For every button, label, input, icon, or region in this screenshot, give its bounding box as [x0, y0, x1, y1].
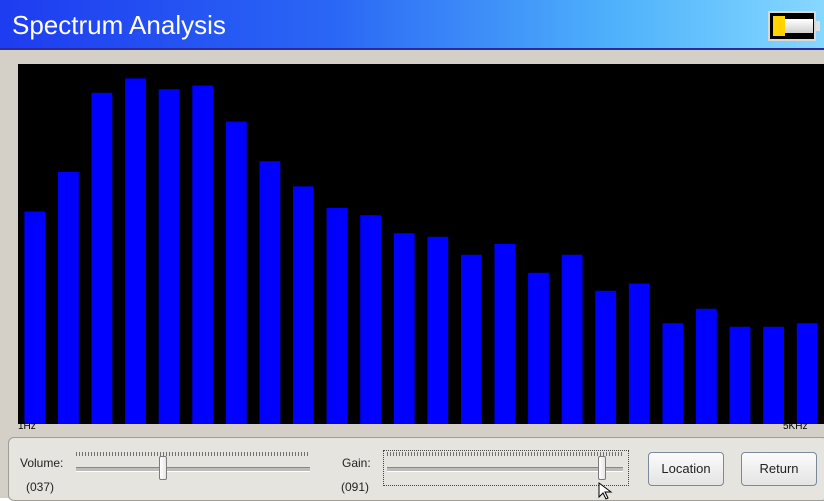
spectrum-bar-15 — [494, 244, 516, 424]
gain-slider[interactable] — [387, 452, 623, 482]
spectrum-bar-21 — [696, 308, 717, 424]
battery-cap — [816, 21, 820, 31]
spectrum-bar-8 — [259, 161, 281, 424]
x-axis-end-label: 5KHz — [783, 421, 808, 432]
spectrum-panel: 1Hz 5KHz — [7, 57, 824, 432]
gain-value: (091) — [341, 480, 370, 494]
title-bar: Spectrum Analysis — [0, 0, 824, 50]
battery-empty-area — [785, 19, 813, 33]
return-button[interactable]: Return — [741, 452, 817, 486]
x-axis-start-label: 1Hz — [18, 421, 36, 432]
spectrum-bar-1 — [24, 211, 46, 424]
spectrum-bar-14 — [461, 254, 482, 424]
spectrum-bar-18 — [595, 290, 617, 424]
spectrum-bar-17 — [561, 254, 583, 424]
spectrum-bar-23 — [763, 326, 784, 424]
spectrum-bar-6 — [192, 85, 214, 424]
spectrum-bar-19 — [628, 283, 650, 424]
spectrum-bar-11 — [360, 215, 381, 424]
spectrum-bar-13 — [427, 236, 449, 424]
mouse-pointer-icon — [598, 482, 613, 500]
gain-label: Gain: — [342, 456, 371, 470]
volume-value: (037) — [26, 480, 55, 494]
spectrum-bar-3 — [91, 92, 113, 424]
spectrum-bar-20 — [662, 323, 684, 424]
spectrum-bar-9 — [293, 186, 314, 424]
spectrum-bars — [24, 78, 818, 424]
volume-slider-ticks — [76, 452, 310, 456]
spectrum-bar-24 — [796, 323, 818, 424]
gain-slider-thumb[interactable] — [597, 456, 606, 480]
battery-charge-level — [773, 16, 785, 36]
battery-icon — [768, 11, 820, 41]
spectrum-bar-2 — [58, 172, 79, 424]
spectrum-bar-22 — [729, 326, 751, 424]
window-title: Spectrum Analysis — [12, 10, 226, 40]
spectrum-bar-12 — [393, 233, 415, 424]
volume-slider-track[interactable] — [76, 467, 310, 472]
volume-slider-thumb[interactable] — [158, 456, 167, 480]
gain-slider-focus-frame — [383, 450, 629, 486]
spectrum-plot — [18, 64, 824, 424]
spectrum-bar-16 — [528, 272, 549, 424]
volume-slider[interactable] — [76, 452, 310, 482]
spectrum-bar-5 — [158, 89, 180, 424]
gain-slider-track[interactable] — [387, 467, 623, 472]
gain-slider-ticks — [387, 452, 623, 456]
spectrum-bar-7 — [225, 121, 247, 424]
volume-label: Volume: — [20, 456, 64, 470]
spectrum-bar-10 — [326, 208, 348, 424]
control-bar: Volume: (037) Gain: (091) Location Retur… — [0, 434, 824, 501]
spectrum-bar-4 — [125, 78, 146, 424]
location-button[interactable]: Location — [648, 452, 724, 486]
